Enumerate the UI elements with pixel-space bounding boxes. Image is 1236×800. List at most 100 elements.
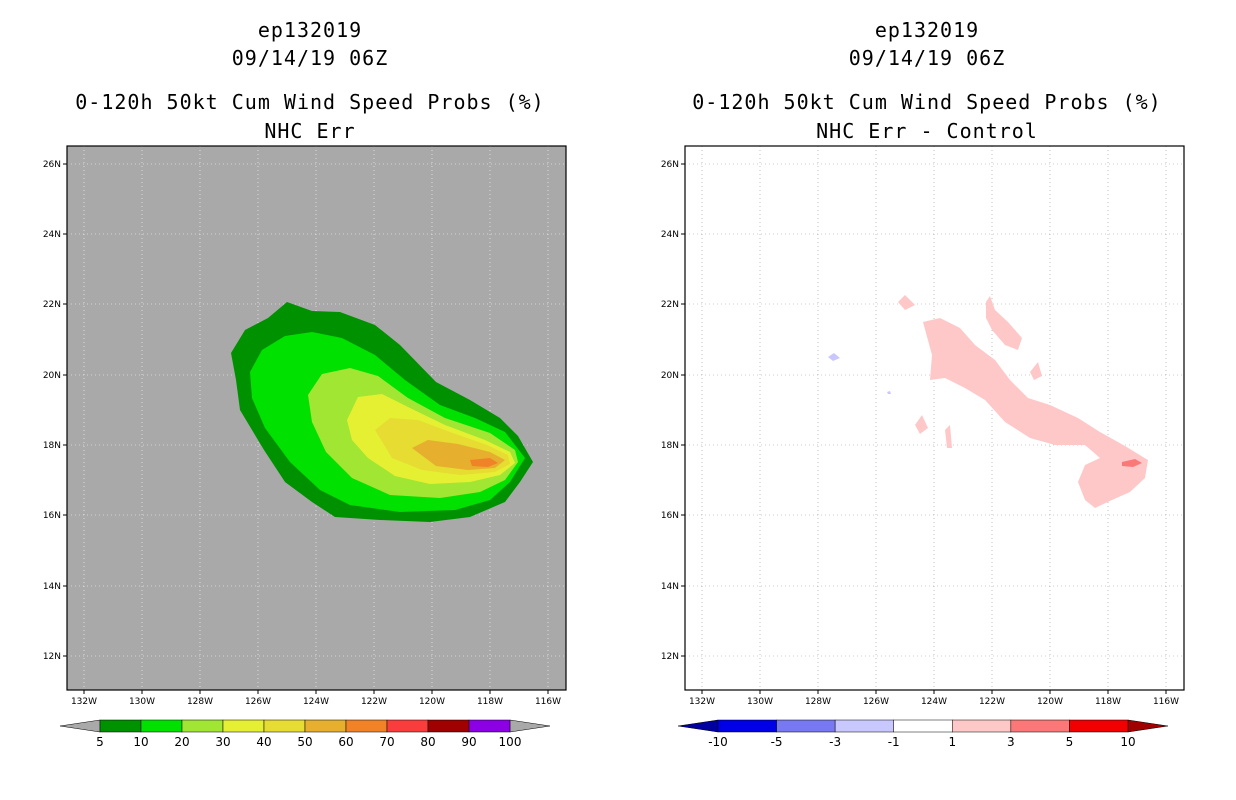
lat-label: 14N — [43, 582, 61, 592]
colorbar-swatch — [263, 719, 306, 733]
diff-contour-patch — [898, 295, 915, 310]
left-ticks — [63, 163, 549, 694]
colorbar-swatch — [717, 719, 777, 733]
colorbar-swatch — [468, 719, 511, 733]
colorbar-label: -3 — [829, 735, 841, 749]
colorbar-swatch — [386, 719, 429, 733]
colorbar-swatch — [1069, 719, 1129, 733]
lon-label: 116W — [535, 697, 561, 707]
diff-contour-main — [923, 318, 1148, 508]
diff-contour-patch — [915, 415, 928, 434]
colorbar-swatch — [222, 719, 265, 733]
lat-label: 14N — [661, 582, 679, 592]
colorbar-label: -10 — [708, 735, 728, 749]
lat-label: 22N — [661, 300, 679, 310]
lon-label: 130W — [129, 697, 155, 707]
colorbar-label: 1 — [948, 735, 956, 749]
colorbar-swatch — [427, 719, 470, 733]
colorbar-under-arrow — [677, 719, 719, 733]
diff-contour-negative — [828, 353, 840, 361]
lon-label: 126W — [245, 697, 271, 707]
colorbar-swatch — [304, 719, 347, 733]
colorbar-label: 5 — [96, 735, 104, 749]
lon-label: 116W — [1153, 697, 1179, 707]
right-product-title: 0-120h 50kt Cum Wind Speed Probs (%) — [692, 90, 1162, 114]
lon-label: 128W — [805, 697, 831, 707]
colorbar-label: 3 — [1007, 735, 1015, 749]
colorbar-label: -5 — [771, 735, 783, 749]
lat-label: 12N — [43, 652, 61, 662]
colorbar-swatch — [893, 719, 953, 733]
colorbar-swatch — [140, 719, 183, 733]
colorbar-label: 10 — [1120, 735, 1135, 749]
lon-label: 118W — [477, 697, 503, 707]
lon-label: 130W — [747, 697, 773, 707]
colorbar-over-arrow — [509, 719, 551, 733]
lat-label: 22N — [43, 300, 61, 310]
lat-label: 20N — [661, 371, 679, 381]
colorbar-label: 30 — [215, 735, 230, 749]
diff-contour-patch — [945, 425, 952, 448]
right-ticks — [681, 163, 1167, 694]
lon-label: 124W — [303, 697, 329, 707]
colorbar-label: -1 — [888, 735, 900, 749]
colorbar-over-arrow — [1127, 719, 1169, 733]
prob-contour-60 — [470, 458, 498, 467]
colorbar-swatch — [834, 719, 894, 733]
lat-label: 18N — [661, 441, 679, 451]
diff-contour-negative — [887, 391, 891, 394]
diff-contour-strong — [1122, 459, 1142, 467]
lat-label: 26N — [661, 160, 679, 170]
diff-contour-patch — [1030, 362, 1042, 380]
lon-label: 122W — [361, 697, 387, 707]
right-subtitle: NHC Err - Control — [816, 119, 1038, 143]
lon-label: 122W — [979, 697, 1005, 707]
lat-label: 12N — [661, 652, 679, 662]
colorbar-label: 50 — [297, 735, 312, 749]
lon-label: 128W — [187, 697, 213, 707]
colorbar-label: 80 — [420, 735, 435, 749]
colorbar-label: 60 — [338, 735, 353, 749]
colorbar-label: 40 — [256, 735, 271, 749]
right-lon-labels: 132W 130W 128W 126W 124W 122W 120W 118W … — [689, 697, 1179, 707]
right-lat-labels: 26N 24N 22N 20N 18N 16N 14N 12N — [661, 160, 679, 662]
left-storm-id: ep132019 — [257, 18, 363, 42]
right-colorbar: -10 -5 -3 -1 1 3 5 10 — [677, 719, 1169, 749]
lon-label: 132W — [71, 697, 97, 707]
colorbar-swatch — [345, 719, 388, 733]
lat-label: 24N — [43, 230, 61, 240]
lon-label: 118W — [1095, 697, 1121, 707]
lat-label: 16N — [661, 511, 679, 521]
left-colorbar: 5 10 20 30 40 50 60 70 80 90 100 — [59, 719, 551, 749]
diff-contour-patch — [986, 296, 1022, 350]
lat-label: 18N — [43, 441, 61, 451]
colorbar-swatch — [1010, 719, 1070, 733]
lat-label: 16N — [43, 511, 61, 521]
lat-label: 20N — [43, 371, 61, 381]
colorbar-under-arrow — [59, 719, 101, 733]
colorbar-swatch — [99, 719, 142, 733]
left-product-title: 0-120h 50kt Cum Wind Speed Probs (%) — [75, 90, 545, 114]
left-lat-labels: 26N 24N 22N 20N 18N 16N 14N 12N — [43, 160, 61, 662]
lat-label: 24N — [661, 230, 679, 240]
right-datetime: 09/14/19 06Z — [848, 46, 1006, 70]
lon-label: 126W — [863, 697, 889, 707]
lon-label: 120W — [419, 697, 445, 707]
left-datetime: 09/14/19 06Z — [231, 46, 389, 70]
colorbar-label: 5 — [1066, 735, 1074, 749]
colorbar-label: 100 — [499, 735, 522, 749]
lon-label: 120W — [1037, 697, 1063, 707]
lat-label: 26N — [43, 160, 61, 170]
right-map-background — [685, 146, 1184, 690]
left-subtitle: NHC Err — [264, 119, 356, 143]
colorbar-label: 70 — [379, 735, 394, 749]
colorbar-label: 10 — [133, 735, 148, 749]
colorbar-label: 90 — [461, 735, 476, 749]
right-storm-id: ep132019 — [874, 18, 980, 42]
lon-label: 124W — [921, 697, 947, 707]
colorbar-swatch — [181, 719, 224, 733]
colorbar-swatch — [776, 719, 836, 733]
colorbar-label: 20 — [174, 735, 189, 749]
